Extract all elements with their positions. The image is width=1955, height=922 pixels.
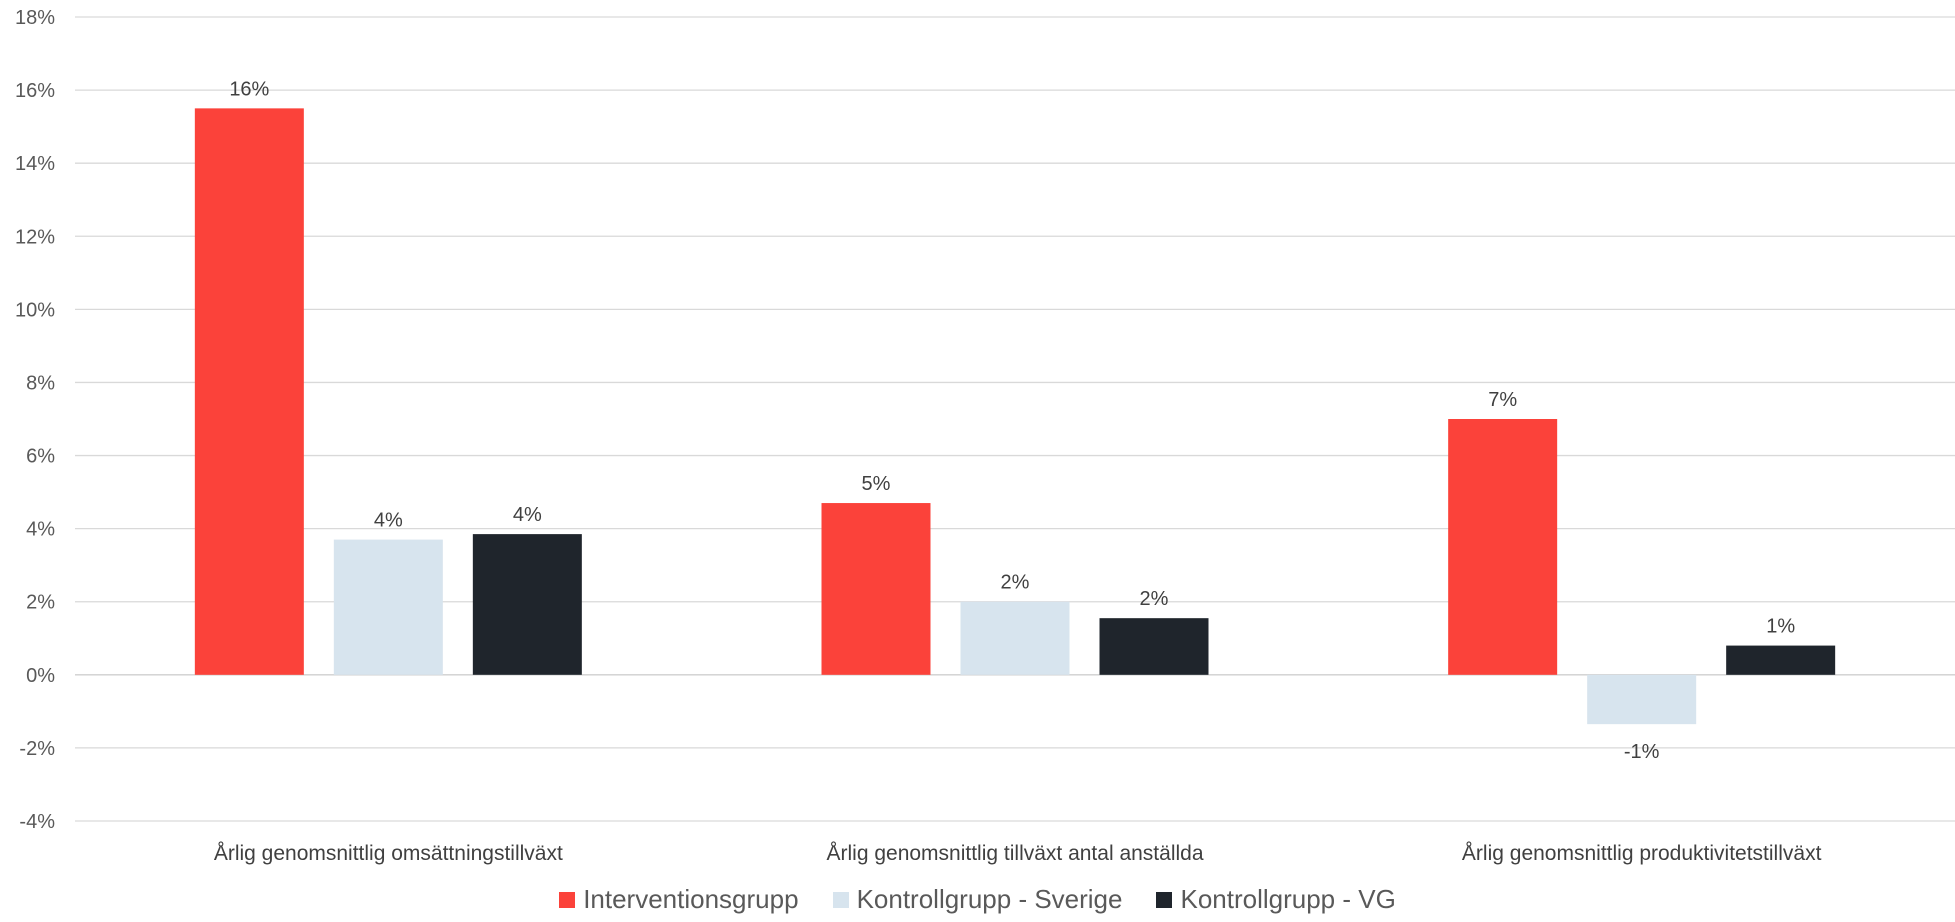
data-label: -1%	[1624, 741, 1660, 763]
bar	[333, 539, 443, 675]
legend-label: Kontrollgrupp - VG	[1180, 884, 1396, 914]
data-label: 4%	[374, 510, 403, 532]
legend: Interventionsgrupp Kontrollgrupp - Sverig…	[0, 884, 1955, 915]
y-tick-label: 12%	[15, 226, 55, 248]
y-tick-label: 10%	[15, 299, 55, 321]
y-tick-label: 16%	[15, 80, 55, 102]
y-tick-label: 2%	[26, 592, 55, 614]
data-label: 2%	[1001, 572, 1030, 594]
y-tick-label: 0%	[26, 665, 55, 687]
bar	[821, 503, 931, 675]
legend-item: Interventionsgrupp	[559, 884, 799, 915]
legend-swatch	[559, 891, 576, 908]
category-label: Årlig genomsnittlig produktivitetstillvä…	[1462, 842, 1822, 865]
y-tick-label: -2%	[19, 738, 55, 760]
bar	[1099, 618, 1209, 675]
legend-item: Kontrollgrupp - Sverige	[832, 884, 1123, 915]
bar	[472, 534, 582, 675]
data-label: 1%	[1766, 616, 1795, 638]
legend-label: Kontrollgrupp - Sverige	[856, 884, 1123, 914]
data-label: 5%	[862, 473, 891, 495]
data-labels: 16% 4% 4% 5% 2% 2% 7% -1% 1%	[229, 78, 1795, 763]
y-tick-label: 4%	[26, 519, 55, 541]
data-label: 4%	[513, 504, 542, 526]
bar	[1587, 674, 1697, 725]
legend-item: Kontrollgrupp - VG	[1156, 884, 1396, 915]
y-tick-label: 18%	[15, 7, 55, 29]
y-tick-label: -4%	[19, 811, 55, 833]
y-tick-label: 6%	[26, 446, 55, 468]
data-label: 7%	[1488, 389, 1517, 411]
bars	[194, 108, 1836, 725]
bar	[1726, 645, 1836, 675]
category-labels: Årlig genomsnittlig omsättningstillväxt Å…	[214, 842, 1822, 865]
y-axis-tick-labels: -4% -2% 0% 2% 4% 6% 8% 10% 12% 14% 16% 18%	[15, 7, 55, 833]
legend-swatch	[1156, 891, 1173, 908]
legend-label: Interventionsgrupp	[583, 884, 799, 914]
category-label: Årlig genomsnittlig tillväxt antal anstä…	[826, 842, 1203, 865]
category-label: Årlig genomsnittlig omsättningstillväxt	[214, 842, 563, 865]
data-label: 2%	[1140, 588, 1169, 610]
legend-swatch	[832, 891, 849, 908]
bar	[1448, 419, 1558, 675]
bar	[960, 601, 1070, 675]
y-tick-label: 8%	[26, 372, 55, 394]
data-label: 16%	[229, 78, 269, 100]
bar	[194, 108, 304, 675]
y-tick-label: 14%	[15, 153, 55, 175]
bar-chart: -4% -2% 0% 2% 4% 6% 8% 10% 12% 14% 16% 18% 16% 4% 4% 5…	[15, 7, 1955, 865]
